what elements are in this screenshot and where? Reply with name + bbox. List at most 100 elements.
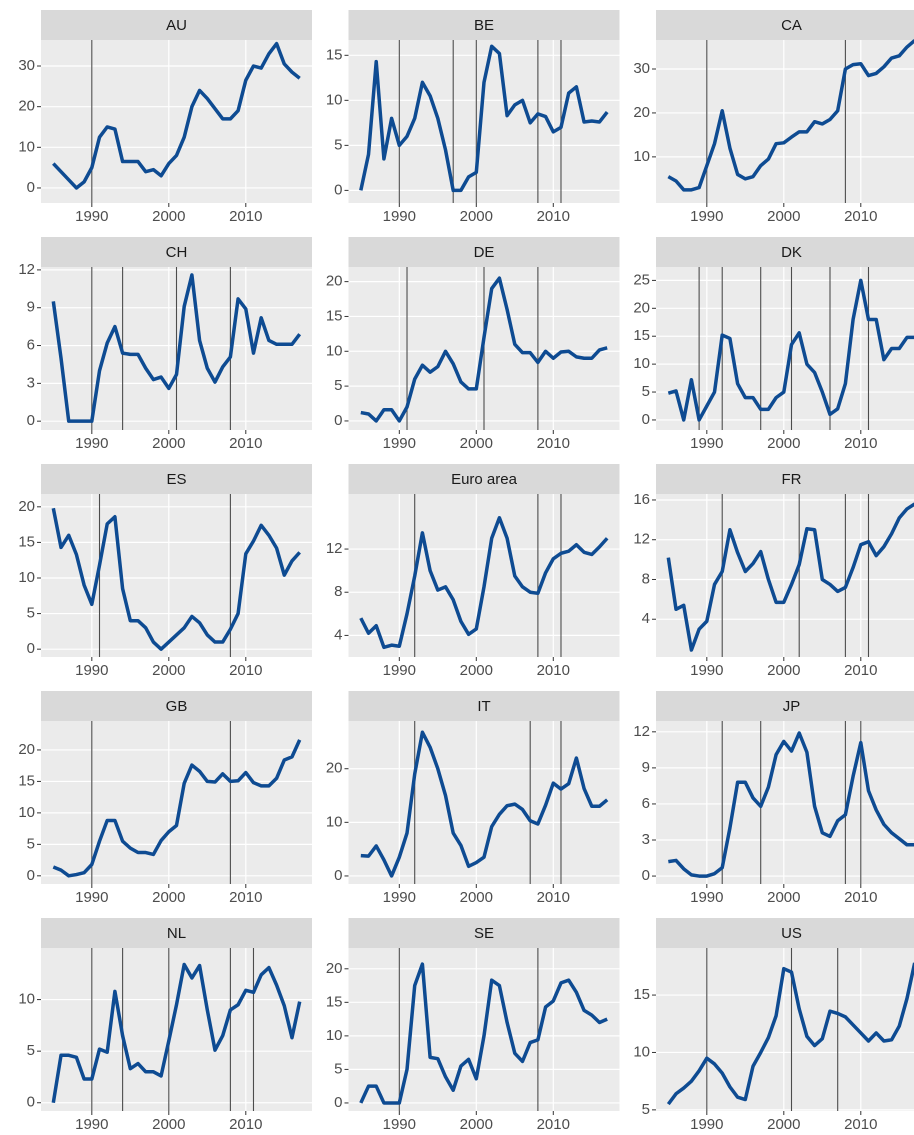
data-line: [52, 41, 301, 190]
y-tick-label: 5: [334, 377, 342, 394]
x-tick-label: 1990: [690, 662, 723, 679]
y-tick-label: 30: [18, 57, 35, 74]
strip: [656, 464, 914, 494]
y-tick-label: 20: [326, 760, 343, 777]
panel: CH 0 3 6 9 12 1990 2000 2010: [18, 237, 312, 452]
y-tick-label: 3: [27, 374, 35, 391]
plot-background: [41, 40, 312, 203]
y-tick-label: 10: [633, 1043, 650, 1060]
y-tick-label: 16: [633, 491, 650, 508]
y-tick-label: 10: [18, 991, 35, 1008]
y-tick-label: 30: [633, 60, 650, 77]
y-tick-label: 20: [18, 98, 35, 115]
y-tick-label: 0: [334, 412, 342, 429]
plot-background: [348, 494, 620, 657]
plot-background: [656, 721, 914, 884]
strip: [348, 464, 620, 494]
data-line: [52, 739, 302, 878]
strip: [656, 918, 914, 948]
strip: [41, 237, 312, 267]
panel: DK 0 5 10 15 20 25 1990 2000 2010: [633, 237, 914, 452]
strip-title: NL: [167, 925, 186, 942]
x-tick-label: 1990: [690, 889, 723, 906]
x-tick-label: 1990: [75, 435, 108, 452]
x-tick-label: 2010: [229, 889, 262, 906]
y-tick-label: 10: [326, 342, 343, 359]
data-line: [51, 507, 301, 651]
y-tick-label: 15: [633, 986, 650, 1003]
y-tick-label: 20: [633, 299, 650, 316]
y-tick-label: 4: [334, 626, 342, 643]
y-tick-label: 5: [334, 1060, 342, 1077]
data-line: [359, 962, 608, 1105]
plot-background: [41, 948, 312, 1111]
x-tick-label: 2000: [767, 889, 800, 906]
y-tick-label: 0: [642, 867, 650, 884]
strip: [41, 464, 312, 494]
y-tick-label: 8: [642, 570, 650, 587]
y-tick-label: 15: [18, 533, 35, 550]
panel: AU 0 10 20 30 1990 2000 2010: [18, 10, 312, 225]
x-tick-label: 2000: [767, 1116, 800, 1133]
y-tick-label: 20: [633, 104, 650, 121]
x-tick-label: 2010: [537, 208, 570, 225]
y-tick-label: 5: [642, 383, 650, 400]
y-tick-label: 25: [633, 271, 650, 288]
strip: [348, 918, 620, 948]
data-line: [360, 730, 609, 878]
data-line: [666, 502, 914, 652]
data-line: [360, 276, 608, 423]
data-line: [667, 39, 914, 192]
x-tick-label: 2000: [460, 662, 493, 679]
y-tick-label: 10: [326, 91, 343, 108]
strip-title: AU: [166, 17, 187, 34]
y-tick-label: 5: [642, 1101, 650, 1118]
x-tick-label: 2010: [844, 889, 877, 906]
plot-background: [656, 494, 914, 657]
y-tick-label: 10: [18, 804, 35, 821]
x-tick-label: 2000: [152, 1116, 185, 1133]
x-tick-label: 2000: [767, 208, 800, 225]
y-tick-label: 9: [642, 759, 650, 776]
y-tick-label: 15: [18, 772, 35, 789]
x-tick-label: 2000: [152, 889, 185, 906]
y-tick-label: 0: [27, 867, 35, 884]
y-tick-label: 20: [18, 741, 35, 758]
y-tick-label: 8: [334, 583, 342, 600]
strip-title: CA: [781, 17, 802, 34]
strip-title: DK: [781, 244, 802, 261]
y-tick-label: 9: [27, 299, 35, 316]
y-tick-label: 12: [633, 531, 650, 548]
strip-title: SE: [474, 925, 494, 942]
plot-background: [656, 40, 914, 203]
x-tick-label: 1990: [383, 662, 416, 679]
strip: [348, 691, 620, 721]
strip: [656, 237, 914, 267]
x-tick-label: 2010: [537, 1116, 570, 1133]
panel: BE 0 5 10 15 1990 2000 2010: [326, 10, 620, 225]
y-tick-label: 6: [642, 795, 650, 812]
y-tick-label: 5: [27, 1042, 35, 1059]
x-tick-label: 1990: [75, 208, 108, 225]
y-tick-label: 0: [27, 412, 35, 429]
panel: FR 4 8 12 16 1990 2000 2010: [633, 464, 914, 679]
y-tick-label: 12: [18, 261, 35, 278]
y-tick-label: 15: [326, 307, 343, 324]
x-tick-label: 2010: [537, 662, 570, 679]
y-tick-label: 12: [633, 723, 650, 740]
y-tick-label: 5: [334, 136, 342, 153]
panel: JP 0 3 6 9 12 1990 2000 2010: [633, 691, 914, 906]
panel: Euro area 4 8 12 1990 2000 2010: [326, 464, 620, 679]
y-tick-label: 15: [326, 46, 343, 63]
strip: [348, 237, 620, 267]
strip: [656, 691, 914, 721]
strip: [41, 10, 312, 40]
strip-title: CH: [166, 244, 188, 261]
strip-title: IT: [477, 698, 490, 715]
y-tick-label: 15: [326, 993, 343, 1010]
x-tick-label: 2010: [537, 889, 570, 906]
panel: US 5 10 15 1990 2000 2010: [633, 918, 914, 1133]
y-tick-label: 20: [326, 960, 343, 977]
strip: [41, 918, 312, 948]
x-tick-label: 2010: [229, 435, 262, 452]
